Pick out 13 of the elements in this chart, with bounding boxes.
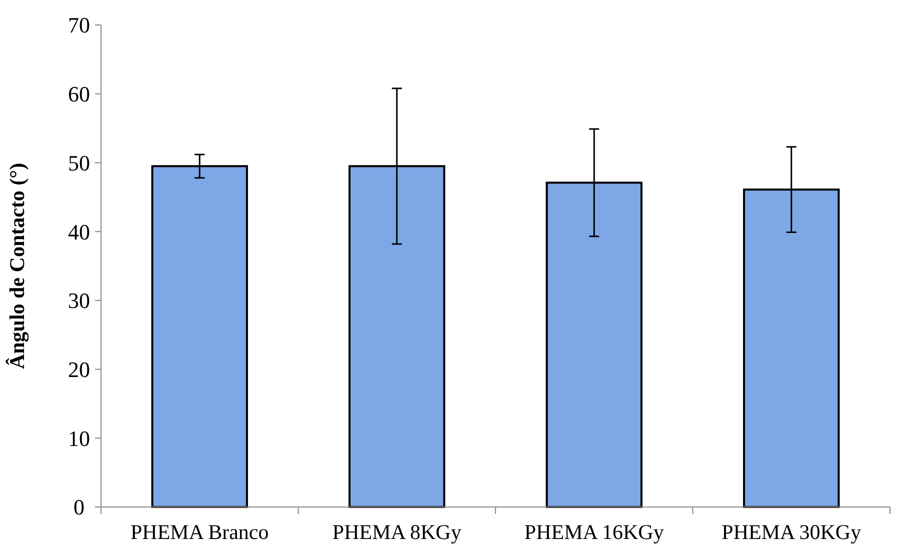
- x-tick-label: PHEMA 30KGy: [722, 520, 862, 544]
- y-tick-label: 60: [68, 82, 90, 107]
- y-axis-title: Ângulo de Contacto (°): [5, 162, 29, 370]
- y-tick-label: 40: [68, 219, 90, 244]
- y-tick-label: 30: [68, 288, 90, 314]
- x-tick-label: PHEMA Branco: [130, 520, 269, 544]
- x-tick-label: PHEMA 16KGy: [524, 520, 664, 544]
- x-tick-label: PHEMA 8KGy: [332, 520, 462, 544]
- y-tick-label: 50: [68, 150, 90, 176]
- y-tick-label: 20: [68, 356, 90, 382]
- y-tick-label: 10: [68, 426, 90, 451]
- y-tick-label: 0: [74, 494, 84, 520]
- y-tick-label: 70: [68, 12, 90, 38]
